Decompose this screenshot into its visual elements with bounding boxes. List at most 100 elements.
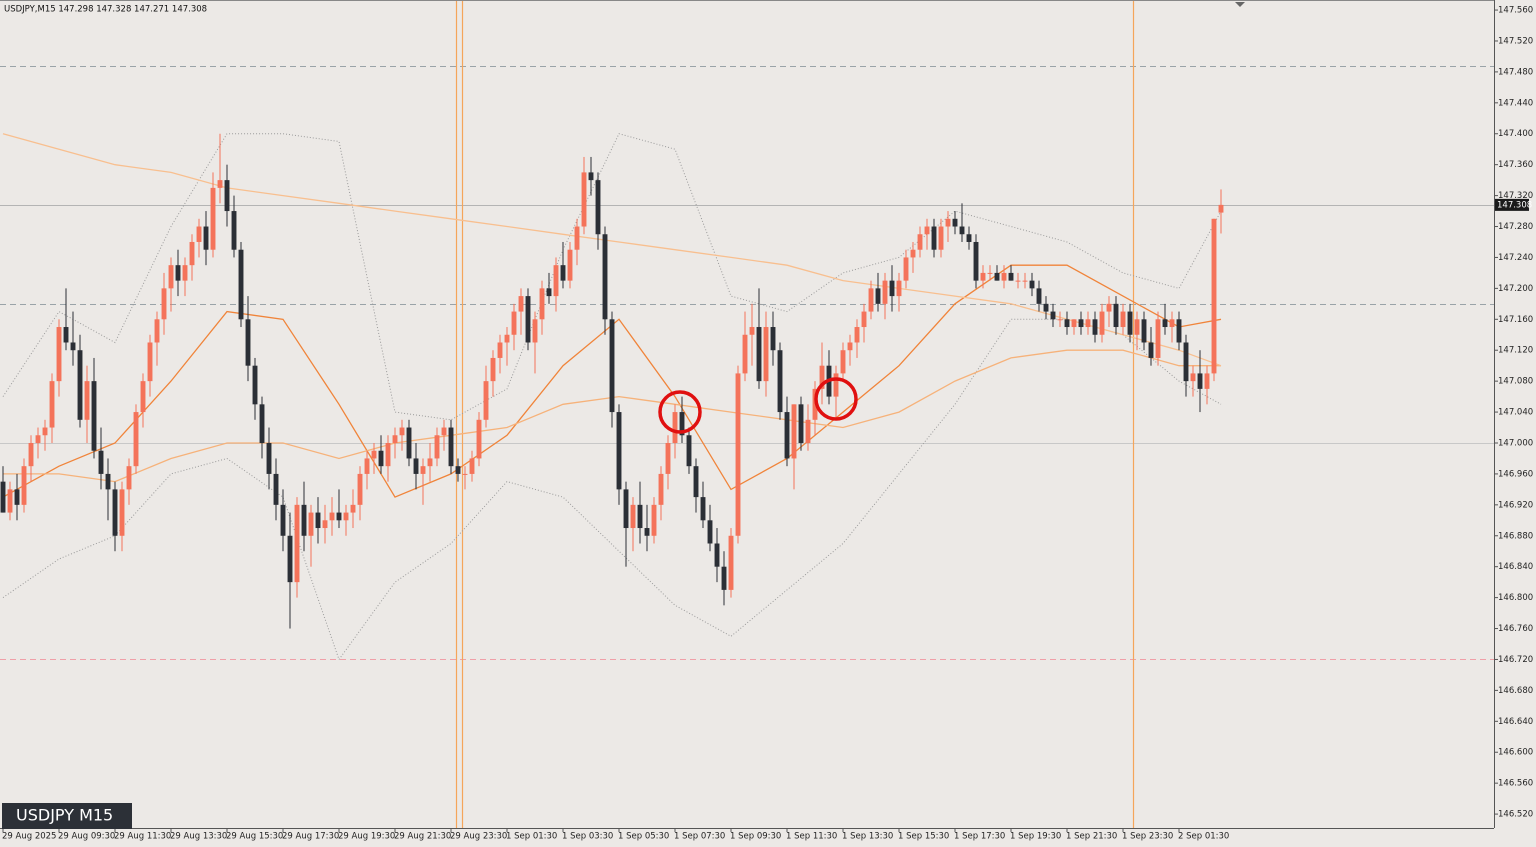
candle-body bbox=[56, 327, 62, 382]
candle-body bbox=[1106, 303, 1112, 312]
x-tick-label: 1 Sep 05:30 bbox=[618, 832, 669, 842]
candle-body bbox=[700, 497, 706, 521]
candle-body bbox=[7, 489, 13, 513]
candle-body bbox=[357, 473, 363, 505]
price-tag bbox=[1495, 198, 1529, 211]
candle-body bbox=[546, 288, 552, 297]
candle-body bbox=[1036, 288, 1042, 304]
candle-body bbox=[406, 427, 412, 459]
x-tick-label: 29 Aug 19:30 bbox=[338, 832, 395, 842]
candle-body bbox=[805, 419, 811, 443]
candle-body bbox=[532, 319, 538, 343]
candle-body bbox=[189, 241, 195, 266]
candle-body bbox=[658, 473, 664, 505]
candle-body bbox=[1127, 311, 1133, 335]
candle-body bbox=[1092, 319, 1098, 335]
candle-body bbox=[392, 435, 398, 443]
candle-body bbox=[259, 404, 265, 443]
x-tick-label: 1 Sep 17:30 bbox=[954, 832, 1005, 842]
candle-body bbox=[1155, 319, 1161, 358]
y-tick-label: 147.520 bbox=[1498, 36, 1533, 46]
candle-body bbox=[791, 404, 797, 459]
candle-body bbox=[245, 319, 251, 366]
candle-body bbox=[14, 489, 20, 505]
candle-body bbox=[364, 458, 370, 474]
x-tick-label: 1 Sep 09:30 bbox=[730, 832, 781, 842]
candle-body bbox=[308, 512, 314, 536]
candle-body bbox=[1043, 303, 1049, 312]
candle-body bbox=[42, 427, 48, 436]
candle-body bbox=[1064, 319, 1070, 328]
candle-body bbox=[112, 489, 118, 536]
candle-body bbox=[539, 288, 545, 320]
candle-body bbox=[434, 435, 440, 459]
candle-body bbox=[1183, 342, 1189, 382]
candle-body bbox=[609, 319, 615, 413]
candle-body bbox=[511, 311, 517, 335]
candle-body bbox=[630, 504, 636, 529]
candle-body bbox=[154, 319, 160, 343]
x-tick-label: 29 Aug 2025 bbox=[2, 832, 56, 842]
candle-body bbox=[1176, 319, 1182, 343]
x-tick-label: 29 Aug 13:30 bbox=[170, 832, 227, 842]
candle-body bbox=[616, 412, 622, 490]
candle-body bbox=[903, 257, 909, 281]
candle-body bbox=[28, 442, 34, 467]
candle-body bbox=[1071, 319, 1077, 328]
candle-body bbox=[301, 504, 307, 536]
x-tick-label: 29 Aug 23:30 bbox=[450, 832, 507, 842]
candle-body bbox=[315, 512, 321, 529]
candle-body bbox=[1008, 272, 1014, 281]
candle-body bbox=[329, 512, 335, 521]
x-tick-label: 1 Sep 23:30 bbox=[1122, 832, 1173, 842]
candle-body bbox=[378, 450, 384, 467]
candle-body bbox=[203, 226, 209, 250]
symbol-label: USDJPY M15 bbox=[16, 806, 113, 825]
candle-body bbox=[1162, 319, 1168, 328]
candle-body bbox=[1085, 319, 1091, 328]
y-tick-label: 146.960 bbox=[1498, 469, 1533, 479]
candle-body bbox=[266, 442, 272, 474]
candle-body bbox=[322, 520, 328, 529]
candle-body bbox=[672, 412, 678, 443]
candle-body bbox=[602, 234, 608, 320]
candle-body bbox=[504, 334, 510, 343]
candle-body bbox=[868, 288, 874, 312]
x-tick-label: 1 Sep 21:30 bbox=[1066, 832, 1117, 842]
y-tick-label: 147.280 bbox=[1498, 222, 1533, 232]
x-tick-label: 1 Sep 07:30 bbox=[674, 832, 725, 842]
y-tick-label: 146.800 bbox=[1498, 593, 1533, 603]
candle-body bbox=[49, 381, 55, 428]
y-tick-label: 147.480 bbox=[1498, 67, 1533, 77]
candle-body bbox=[952, 218, 958, 227]
y-tick-label: 146.760 bbox=[1498, 624, 1533, 634]
x-tick-label: 1 Sep 13:30 bbox=[842, 832, 893, 842]
candle-body bbox=[854, 327, 860, 343]
candle-body bbox=[847, 342, 853, 351]
candle-body bbox=[133, 412, 139, 467]
candle-body bbox=[385, 442, 391, 467]
candle-body bbox=[1099, 311, 1105, 335]
y-tick-label: 146.840 bbox=[1498, 562, 1533, 572]
y-tick-label: 147.080 bbox=[1498, 377, 1533, 387]
candle-body bbox=[196, 226, 202, 242]
candle-body bbox=[476, 419, 482, 459]
candle-body bbox=[238, 249, 244, 320]
candle-body bbox=[966, 234, 972, 242]
highlight-circle bbox=[658, 390, 702, 434]
candle-body bbox=[175, 265, 181, 281]
x-tick-label: 1 Sep 01:30 bbox=[506, 832, 557, 842]
candle-body bbox=[735, 373, 741, 536]
shift-marker bbox=[1235, 2, 1245, 7]
x-tick-label: 2 Sep 01:30 bbox=[1178, 832, 1229, 842]
candle-body bbox=[1113, 303, 1119, 328]
candle-body bbox=[686, 435, 692, 467]
candle-body bbox=[105, 473, 111, 490]
y-tick-label: 146.880 bbox=[1498, 531, 1533, 541]
candle-body bbox=[1169, 319, 1175, 328]
candle-body bbox=[0, 481, 6, 513]
candle-body bbox=[567, 249, 573, 281]
candle-body bbox=[896, 280, 902, 297]
x-tick-label: 29 Aug 21:30 bbox=[394, 832, 451, 842]
